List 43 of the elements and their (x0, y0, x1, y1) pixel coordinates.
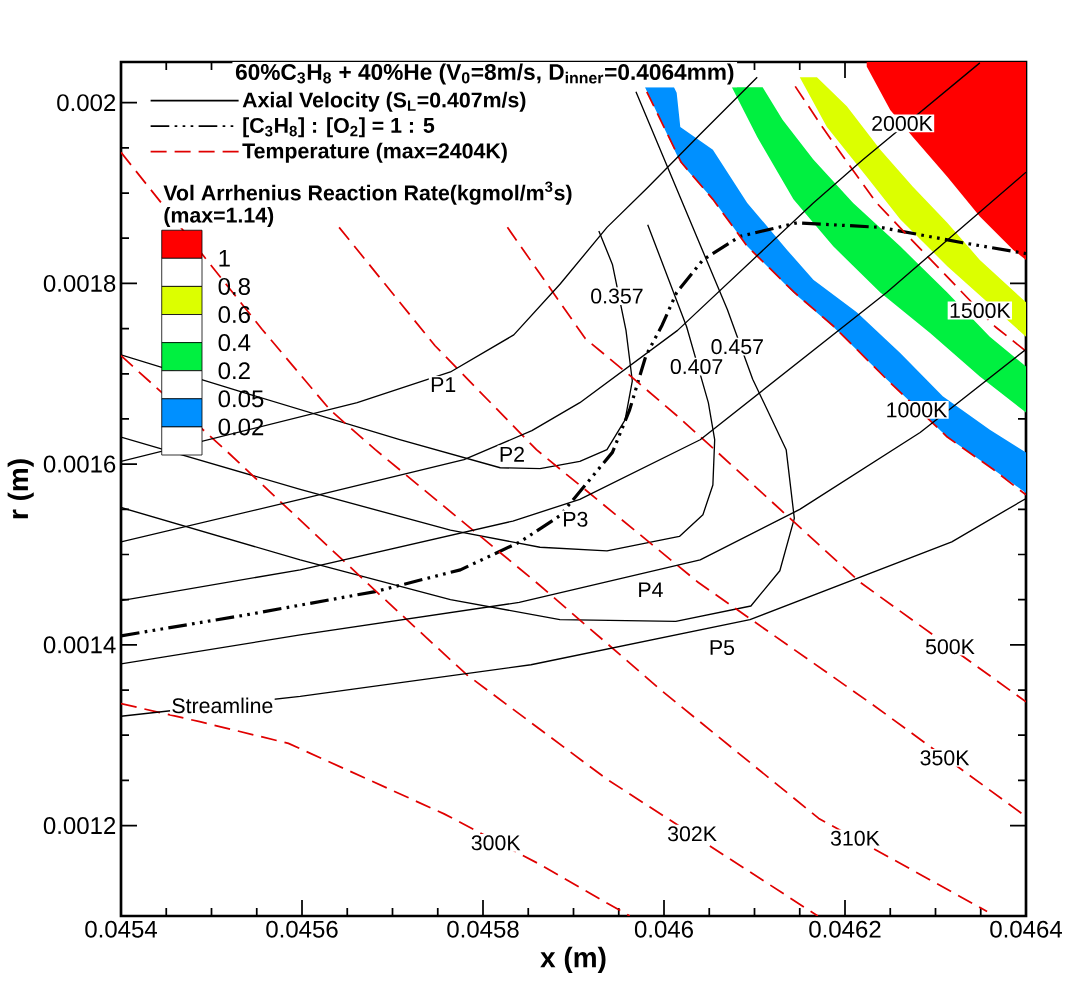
annotation: 0.05 (218, 390, 264, 408)
annotation: 500K (925, 639, 975, 655)
x-tick-label: 0.0454 (85, 920, 157, 938)
annotation: (max=1.14) (164, 207, 274, 227)
annotation: 0.8 (218, 277, 250, 295)
y-tick-label: 0.0016 (43, 455, 116, 473)
annotation: P1 (431, 377, 456, 392)
legend-label: [C$_{3}$H$_{8}$] : [O$_{2}$] = 1 : 5 (243, 117, 435, 138)
annotation: P5 (710, 640, 735, 656)
legend-label: Temperature (max=2404K) (242, 142, 507, 163)
annotation: 0.407 (670, 358, 723, 375)
x-tick-label: 0.0464 (990, 920, 1062, 938)
annotation: 350K (920, 750, 970, 766)
annotation: 1 (219, 250, 230, 267)
x-tick-label: 0.0456 (266, 920, 338, 938)
x-axis-title: x (m) (540, 946, 606, 973)
annotation: 1500K (950, 302, 1011, 319)
annotation: Streamline (172, 697, 273, 714)
annotation: 1000K (887, 402, 948, 418)
annotation: 0.2 (218, 362, 250, 380)
annotation: 300K (471, 835, 521, 851)
annotation: P3 (564, 511, 588, 527)
y-axis-title: r (m) (7, 459, 34, 519)
y-tick-label: 0.0018 (43, 274, 116, 292)
annotation: 0.357 (591, 288, 643, 304)
annotation: 0.4 (218, 334, 251, 352)
annotation: 310K (830, 830, 880, 846)
y-tick-label: 0.002 (57, 94, 116, 112)
annotation: 2000K (872, 115, 933, 131)
x-tick-label: 0.0462 (809, 920, 881, 938)
annotation: 0.02 (218, 418, 264, 436)
color-bar-title: Vol Arrhenius Reaction Rate(kgmol/m$^{3}$s) (163, 181, 572, 205)
y-tick-label: 0.0012 (43, 817, 116, 835)
annotation: 0.457 (711, 339, 763, 355)
annotation: P4 (639, 582, 663, 598)
annotation: P2 (500, 446, 524, 462)
x-tick-label: 0.046 (634, 920, 693, 938)
chart-title: 60%C$_{3}$H$_{8}$ + 40%He (V$_{0}$=8m/s, D$_{inner}$=0.4064mm) (235, 63, 734, 85)
legend-label: Axial Velocity (S$_{L}$=0.407m/s) (242, 91, 526, 112)
y-tick-label: 0.0014 (43, 636, 116, 654)
annotation: 0.6 (218, 306, 250, 324)
x-tick-label: 0.0458 (447, 920, 519, 938)
annotation: 302K (667, 826, 717, 842)
